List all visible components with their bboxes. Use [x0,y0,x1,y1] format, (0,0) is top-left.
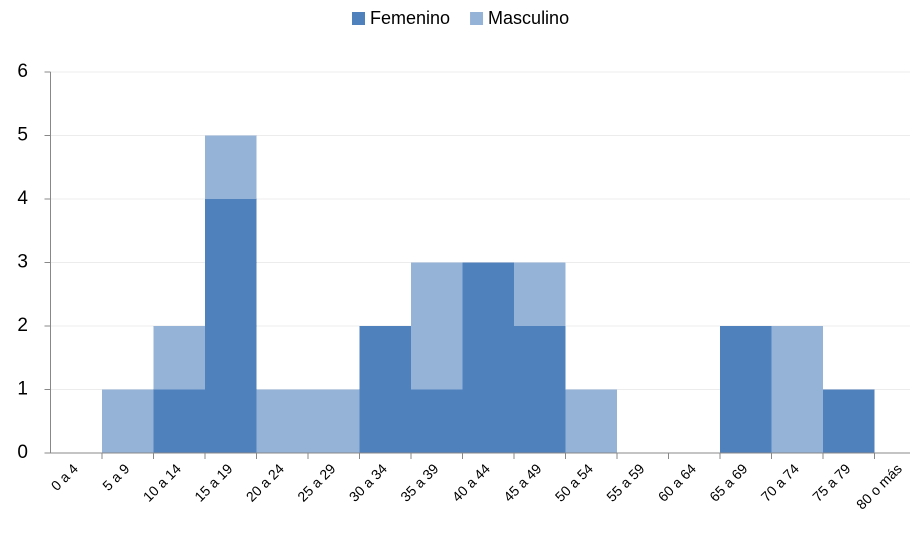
x-tick-label: 35 a 39 [397,460,441,504]
x-tick-label: 30 a 34 [346,460,390,504]
y-tick-label: 1 [17,379,28,400]
x-tick-label: 25 a 29 [294,460,338,504]
x-tick-label: 50 a 54 [552,460,596,504]
legend-label: Masculino [488,8,569,28]
x-tick-label: 80 o más [853,460,905,512]
bar [256,389,308,453]
bar [565,389,617,453]
bar [514,262,566,326]
x-tick-label: 70 a 74 [758,460,802,504]
bar [823,389,875,453]
bar [411,389,463,453]
bar [514,326,566,453]
bar [205,135,257,199]
bar [308,389,360,453]
y-tick-label: 4 [17,188,28,209]
legend-label: Femenino [370,8,450,28]
x-tick-label: 15 a 19 [191,460,235,504]
legend-swatch [352,12,365,25]
y-tick-label: 5 [17,125,28,146]
bar [411,262,463,390]
bar [153,326,205,390]
bar [205,199,257,453]
x-tick-label: 10 a 14 [140,460,184,504]
legend-swatch [470,12,484,25]
bar [153,389,205,453]
x-tick-label: 40 a 44 [449,460,493,504]
bar [720,326,772,453]
y-tick-label: 2 [17,315,28,336]
x-tick-label: 45 a 49 [500,460,544,504]
y-tick-label: 0 [17,442,28,463]
x-tick-label: 5 a 9 [99,460,132,493]
x-tick-label: 75 a 79 [809,460,853,504]
x-tick-label: 55 a 59 [603,460,647,504]
y-tick-label: 3 [17,252,28,273]
bar [771,326,823,453]
x-tick-label: 0 a 4 [48,460,81,493]
bar [462,262,514,453]
x-tick-label: 20 a 24 [243,460,287,504]
x-tick-label: 65 a 69 [706,460,750,504]
bar [359,326,411,453]
bar [102,389,154,453]
x-tick-label: 60 a 64 [655,460,699,504]
y-tick-label: 6 [17,61,28,82]
